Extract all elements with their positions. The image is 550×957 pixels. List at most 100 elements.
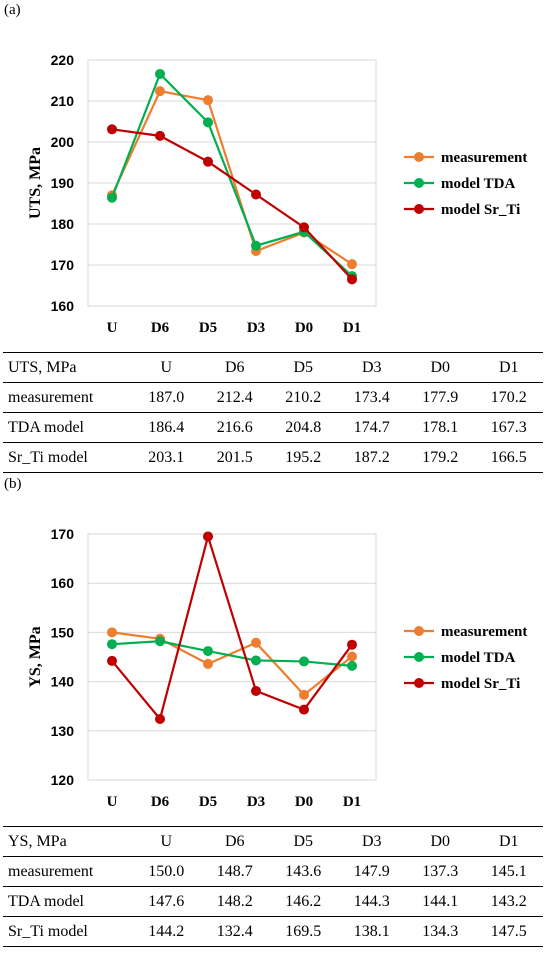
data-point-model-tda xyxy=(251,240,261,251)
table-row: measurement 150.0 148.7 143.6 147.9 137.3 145.… xyxy=(3,856,543,887)
series-line-model-tda xyxy=(111,640,353,667)
y-tick-label: 210 xyxy=(51,93,75,109)
y-tick-label: 140 xyxy=(51,674,75,690)
table-cell: 143.2 xyxy=(474,886,543,917)
legend-marker-model-sr-ti xyxy=(414,204,424,214)
data-point-model-tda xyxy=(299,656,309,667)
table-cell: 204.8 xyxy=(269,412,338,443)
data-point-model-tda xyxy=(107,639,117,650)
data-point-model-tda xyxy=(347,660,357,671)
table-cell: 166.5 xyxy=(474,442,543,473)
table-row: TDA model 147.6 148.2 146.2 144.3 144.1 143.2 xyxy=(3,886,543,917)
table-header-cell: D5 xyxy=(269,826,338,857)
data-point-model-tda xyxy=(251,655,261,666)
legend-marker-measurement xyxy=(414,152,424,162)
table-cell: 174.7 xyxy=(337,412,406,443)
table-row-label: measurement xyxy=(3,382,132,413)
x-tick-label: D0 xyxy=(295,320,313,336)
table-cell: 147.9 xyxy=(337,856,406,887)
data-point-measurement xyxy=(299,689,309,700)
uts-data-table: UTS, MPa U D6 D5 D3 D0 D1 measurement 187.0 212.4… xyxy=(3,352,543,473)
table-header-row: UTS, MPa U D6 D5 D3 D0 D1 xyxy=(3,352,543,383)
series-line-model-sr-ti xyxy=(111,532,353,722)
x-tick-label: U xyxy=(107,794,118,810)
data-point-measurement xyxy=(203,658,213,669)
table-cell: 167.3 xyxy=(474,412,543,443)
table-cell: 179.2 xyxy=(406,442,475,473)
data-point-measurement xyxy=(203,95,213,106)
x-tick-label: D3 xyxy=(247,320,265,336)
table-row: TDA model 186.4 216.6 204.8 174.7 178.1 167.3 xyxy=(3,412,543,443)
y-tick-label: 180 xyxy=(51,216,75,232)
data-point-measurement xyxy=(347,651,357,662)
table-cell: 203.1 xyxy=(132,442,201,473)
table-cell: 170.2 xyxy=(474,382,543,413)
table-cell: 150.0 xyxy=(132,856,201,887)
table-header-row: YS, MPa U D6 D5 D3 D0 D1 xyxy=(3,826,543,857)
data-point-model-tda xyxy=(107,192,117,203)
data-point-measurement xyxy=(347,259,357,270)
x-tick-label: D0 xyxy=(295,794,313,810)
y-tick-label: 170 xyxy=(51,257,75,273)
table-header-cell: D0 xyxy=(406,826,475,857)
panel-a-label: (a) xyxy=(4,2,21,18)
data-point-model-tda xyxy=(155,68,165,79)
legend-label-model-sr-ti: model Sr_Ti xyxy=(441,676,520,692)
data-point-model-sr-ti xyxy=(251,189,261,200)
ys-line-chart: 120 130 140 150 160 170 U D6 D5 D3 D0 D1 YS, MPa meas… xyxy=(27,526,527,810)
table-header-cell: UTS, MPa xyxy=(3,352,132,383)
data-point-model-sr-ti xyxy=(347,639,357,650)
x-tick-label: D6 xyxy=(151,794,170,810)
table-header-cell: D5 xyxy=(269,352,338,383)
x-tick-label: D5 xyxy=(199,320,217,336)
y-tick-label: 170 xyxy=(51,526,75,542)
x-tick-label: D5 xyxy=(199,794,217,810)
x-tick-label: D1 xyxy=(343,794,361,810)
table-header-cell: D0 xyxy=(406,352,475,383)
legend-label-measurement: measurement xyxy=(441,150,527,166)
table-row-label: Sr_Ti model xyxy=(3,916,132,947)
y-tick-label: 120 xyxy=(51,772,75,788)
x-tick-label: D1 xyxy=(343,320,361,336)
table-cell: 137.3 xyxy=(406,856,475,887)
table-row: Sr_Ti model 203.1 201.5 195.2 187.2 179.2 166.… xyxy=(3,442,543,473)
data-point-model-sr-ti xyxy=(155,713,165,724)
table-cell: 178.1 xyxy=(406,412,475,443)
data-point-model-sr-ti xyxy=(251,685,261,696)
table-row: measurement 187.0 212.4 210.2 173.4 177.9 170.… xyxy=(3,382,543,413)
table-cell: 145.1 xyxy=(474,856,543,887)
table-cell: 147.6 xyxy=(132,886,201,917)
table-cell: 148.7 xyxy=(200,856,269,887)
uts-line-chart: 160 170 180 190 200 210 220 U D6 D5 D3 D0 D1 UTS, MPa… xyxy=(27,52,527,336)
table-cell: 201.5 xyxy=(200,442,269,473)
table-row: Sr_Ti model 144.2 132.4 169.5 138.1 134.3 147.… xyxy=(3,916,543,947)
data-point-model-tda xyxy=(155,636,165,647)
legend-label-measurement: measurement xyxy=(441,624,527,640)
table-cell: 195.2 xyxy=(269,442,338,473)
legend-label-model-tda: model TDA xyxy=(441,176,515,192)
series-line-measurement xyxy=(111,631,353,697)
x-tick-label: D3 xyxy=(247,794,265,810)
table-cell: 143.6 xyxy=(269,856,338,887)
panel-b-label: (b) xyxy=(4,476,22,492)
table-header-cell: D3 xyxy=(337,352,406,383)
data-point-model-sr-ti xyxy=(347,274,357,285)
plot-area-border xyxy=(87,533,377,781)
data-point-model-sr-ti xyxy=(107,655,117,666)
table-cell: 138.1 xyxy=(337,916,406,947)
table-header-cell: D6 xyxy=(200,826,269,857)
data-point-model-tda xyxy=(203,646,213,657)
legend-label-model-tda: model TDA xyxy=(441,650,515,666)
table-cell: 173.4 xyxy=(337,382,406,413)
table-row-label: TDA model xyxy=(3,412,132,443)
data-point-measurement xyxy=(251,637,261,648)
x-tick-label: U xyxy=(107,320,118,336)
table-cell: 134.3 xyxy=(406,916,475,947)
data-point-measurement xyxy=(107,627,117,638)
y-axis-label: YS, MPa xyxy=(27,626,44,687)
table-cell: 147.5 xyxy=(474,916,543,947)
table-cell: 146.2 xyxy=(269,886,338,917)
y-tick-label: 160 xyxy=(51,575,75,591)
table-cell: 210.2 xyxy=(269,382,338,413)
y-tick-label: 220 xyxy=(51,52,75,68)
